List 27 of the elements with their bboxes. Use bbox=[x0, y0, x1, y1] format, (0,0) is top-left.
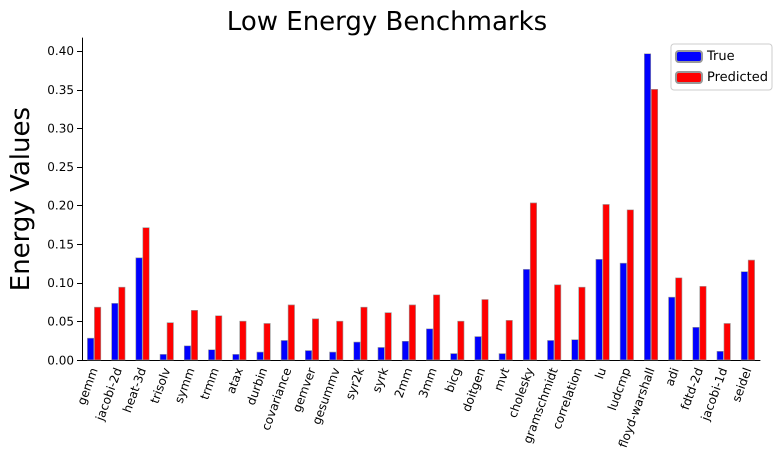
y-tick-label: 0.00 bbox=[47, 353, 74, 368]
y-tick-label: 0.25 bbox=[47, 160, 74, 174]
legend-label: True bbox=[706, 49, 735, 64]
x-tick-label: trisolv bbox=[148, 366, 174, 406]
x-tick-label: 3mm bbox=[416, 366, 440, 400]
x-tick-label: symm bbox=[172, 366, 198, 406]
y-tick-label: 0.05 bbox=[47, 314, 74, 329]
x-tick-label: 2mm bbox=[392, 366, 416, 400]
x-tick-label: gemm bbox=[74, 366, 101, 407]
y-tick-label: 0.30 bbox=[47, 121, 74, 136]
y-tick-label: 0.15 bbox=[47, 237, 74, 252]
y-axis-title: Energy Values bbox=[6, 107, 36, 292]
y-tick-label: 0.10 bbox=[47, 276, 74, 290]
x-tick-label: seidel bbox=[729, 366, 754, 404]
x-tick-label: mvt bbox=[491, 366, 512, 393]
x-tick-label: bicg bbox=[442, 366, 464, 394]
x-tick-label: adi bbox=[662, 366, 682, 388]
chart-title: Low Energy Benchmarks bbox=[226, 7, 548, 37]
x-tick-label: atax bbox=[224, 366, 246, 396]
x-tick-label: trmm bbox=[197, 366, 222, 402]
y-tick-label: 0.35 bbox=[47, 82, 74, 97]
x-tick-label: syrk bbox=[369, 366, 392, 394]
x-tick-label: lu bbox=[592, 366, 610, 381]
y-tick-label: 0.40 bbox=[47, 44, 74, 58]
y-tick-label: 0.20 bbox=[47, 198, 74, 213]
legend-label: Predicted bbox=[706, 70, 768, 85]
x-tick-label: syr2k bbox=[342, 366, 368, 402]
